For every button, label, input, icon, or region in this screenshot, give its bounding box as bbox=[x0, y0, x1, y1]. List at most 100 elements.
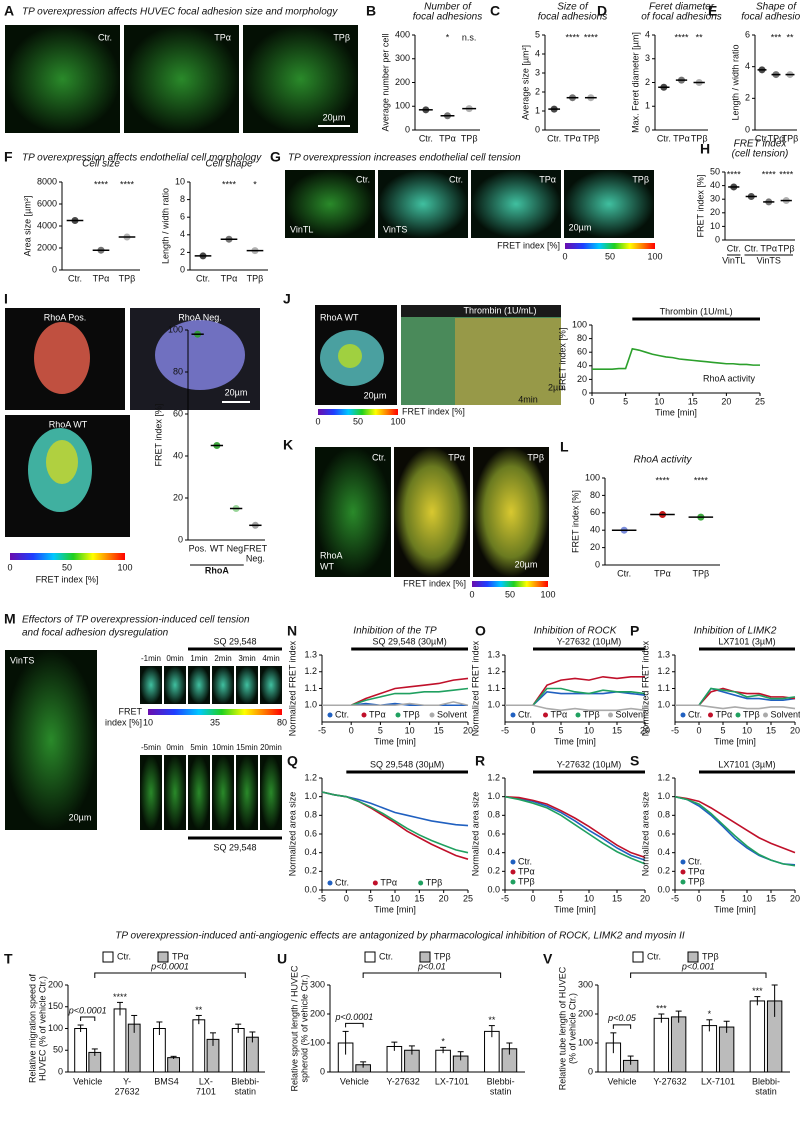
group-label: RhoA bbox=[205, 565, 229, 575]
y-tick-label: 1.1 bbox=[304, 683, 317, 693]
y-tick-label: 1.0 bbox=[304, 791, 317, 801]
y-axis-label: Normalized FRET index bbox=[287, 640, 297, 736]
scale-label: 20µm bbox=[69, 812, 92, 822]
scale-label: 20µm bbox=[569, 222, 592, 232]
y-axis-label: HUVEC (% of vehicle Ctr.) bbox=[37, 976, 47, 1081]
significance: ** bbox=[696, 32, 704, 42]
y-tick-label: 0 bbox=[645, 124, 650, 134]
y-axis-label: spheroid (% of vehicle Ctr.) bbox=[299, 974, 309, 1082]
y-tick-label: 30 bbox=[710, 194, 720, 204]
panel-label: M bbox=[4, 611, 16, 627]
series-line bbox=[675, 704, 796, 710]
legend-marker bbox=[510, 859, 516, 865]
y-tick-label: 60 bbox=[173, 408, 183, 418]
comparison-bracket bbox=[362, 972, 502, 978]
legend-marker bbox=[361, 712, 367, 718]
chart-title: focal adhesions bbox=[741, 12, 800, 23]
y-tick-label: 4 bbox=[745, 61, 750, 71]
x-tick-label: 20 bbox=[439, 893, 449, 903]
significance: *** bbox=[656, 1003, 667, 1013]
y-tick-label: 300 bbox=[578, 979, 593, 989]
x-tick-label: Vehicle bbox=[340, 1076, 369, 1086]
x-tick-label: 10 bbox=[742, 725, 752, 735]
y-tick-label: 200 bbox=[310, 1008, 325, 1018]
panel-label: H bbox=[700, 141, 710, 157]
y-tick-label: 4 bbox=[645, 29, 650, 39]
scale-label: 2µm bbox=[548, 382, 566, 392]
legend-marker bbox=[372, 880, 378, 886]
chart-title: Size of bbox=[557, 2, 589, 13]
comparison-bracket bbox=[80, 1016, 96, 1022]
colorbar-label: FRET index [%] bbox=[36, 574, 99, 584]
legend-marker bbox=[608, 712, 613, 718]
y-tick-label: 60 bbox=[577, 347, 587, 357]
y-axis-label: Normalized FRET index bbox=[640, 640, 650, 736]
y-tick-label: 100 bbox=[585, 472, 600, 482]
colorbar-label: FRET bbox=[119, 706, 143, 716]
x-tick-label: 15 bbox=[766, 725, 776, 735]
legend-label: TPα bbox=[688, 866, 705, 876]
y-axis-label: Relative sprout length / HUVEC bbox=[289, 965, 299, 1092]
y-tick-label: 300 bbox=[395, 53, 410, 63]
y-tick-label: 1 bbox=[645, 101, 650, 111]
y-tick-label: 3 bbox=[535, 67, 540, 77]
colorbar bbox=[472, 581, 548, 587]
y-tick-label: 100 bbox=[578, 1037, 593, 1047]
series-line bbox=[504, 795, 646, 859]
significance: **** bbox=[779, 169, 794, 179]
y-axis-label: Average size [µm²] bbox=[520, 45, 530, 120]
legend-label: Solvent bbox=[616, 709, 647, 719]
x-tick-label: 27632 bbox=[115, 1086, 140, 1096]
bar bbox=[484, 1030, 500, 1073]
y-tick-label: 1.2 bbox=[487, 666, 500, 676]
y-tick-label: 20 bbox=[590, 542, 600, 552]
y-tick-label: 1.0 bbox=[657, 791, 670, 801]
y-tick-label: 6 bbox=[180, 212, 185, 222]
comparison-label: p<0.0001 bbox=[150, 961, 189, 971]
y-tick-label: 0.8 bbox=[304, 810, 317, 820]
construct-label: RhoA bbox=[320, 550, 343, 560]
time-label: 3min bbox=[238, 654, 255, 663]
x-tick-label: 0 bbox=[696, 893, 701, 903]
series-line bbox=[504, 795, 646, 865]
y-tick-label: 20 bbox=[173, 492, 183, 502]
x-tick-label: Ctr. bbox=[419, 133, 433, 143]
comparison-label: p<0.001 bbox=[681, 961, 715, 971]
x-tick-label: TPα bbox=[564, 133, 581, 143]
series-line bbox=[322, 687, 469, 707]
x-tick-label: 5 bbox=[558, 725, 563, 735]
x-tick-label: TPα bbox=[221, 273, 238, 283]
panel-label: N bbox=[287, 623, 297, 639]
x-tick-label: LX-7101 bbox=[435, 1076, 469, 1086]
x-tick-label: BMS4 bbox=[154, 1076, 179, 1086]
x-axis-label: Time [min] bbox=[374, 904, 416, 914]
y-tick-label: 0.6 bbox=[304, 828, 317, 838]
legend-label: TPβ bbox=[518, 876, 535, 886]
legend-label: TPα bbox=[518, 866, 535, 876]
image-label: Ctr. bbox=[356, 174, 370, 184]
x-tick-label: statin bbox=[490, 1086, 512, 1096]
panel-label: P bbox=[630, 623, 639, 639]
legend-label: Solvent bbox=[437, 709, 468, 719]
x-tick-label: Vehicle bbox=[607, 1076, 636, 1086]
section-title: TP overexpression-induced anti-angiogeni… bbox=[115, 931, 685, 942]
x-tick-label: 10 bbox=[584, 725, 594, 735]
y-tick-label: 0.2 bbox=[304, 866, 317, 876]
y-tick-label: 0 bbox=[52, 264, 57, 274]
panel-label: T bbox=[4, 951, 13, 967]
legend-swatch bbox=[157, 951, 169, 963]
x-tick-label: 20 bbox=[463, 725, 473, 735]
colorbar bbox=[318, 409, 398, 415]
y-tick-label: 4 bbox=[535, 48, 540, 58]
y-tick-label: 0 bbox=[715, 234, 720, 244]
micrographs bbox=[285, 170, 654, 238]
significance: **** bbox=[113, 992, 128, 1002]
y-axis-label: Normalized FRET index bbox=[470, 640, 480, 736]
bar bbox=[653, 1017, 670, 1073]
y-tick-label: 0.6 bbox=[657, 828, 670, 838]
chart-title: Shape of bbox=[756, 2, 797, 13]
image-label: TPα bbox=[448, 452, 465, 462]
image-label: Ctr. bbox=[372, 452, 386, 462]
panel-label: R bbox=[475, 753, 485, 769]
x-tick-label: statin bbox=[235, 1086, 257, 1096]
